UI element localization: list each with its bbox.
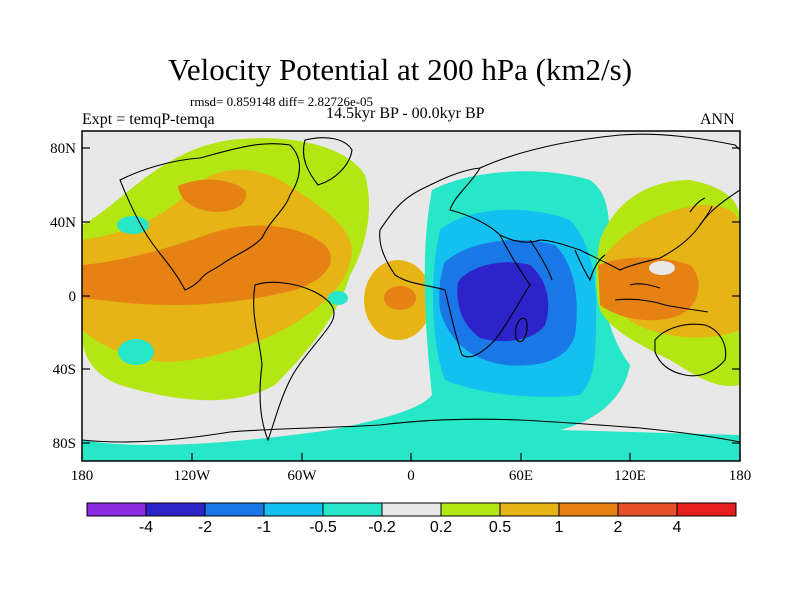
y-tick-label: 80N bbox=[50, 141, 76, 157]
x-tick-label: 120E bbox=[614, 468, 646, 484]
arabia-india-coast bbox=[529, 239, 606, 282]
colorbar-label: 1 bbox=[555, 519, 564, 536]
map-panel bbox=[82, 131, 740, 461]
colorbar-swatch bbox=[499, 502, 560, 517]
guinea-cell-inner bbox=[384, 286, 416, 310]
colorbar-label: -0.2 bbox=[368, 519, 396, 536]
chart-title: Velocity Potential at 200 hPa (km2/s) bbox=[167, 52, 633, 87]
x-tick-label: 180 bbox=[729, 468, 752, 484]
colorbar-label: 4 bbox=[673, 519, 682, 536]
y-tick-label: 40N bbox=[50, 215, 76, 231]
x-tick-label: 60W bbox=[287, 468, 317, 484]
experiment-label: Expt = temqP-temqa bbox=[82, 111, 215, 128]
positive-contour-1-east bbox=[598, 257, 699, 321]
season-label: ANN bbox=[700, 111, 735, 128]
positive-contour-1 bbox=[82, 225, 331, 305]
colorbar-swatch bbox=[617, 502, 678, 517]
colorbar-swatch bbox=[204, 502, 265, 517]
colorbar-label: 0.2 bbox=[430, 519, 452, 536]
n-pacific-cell bbox=[117, 216, 149, 234]
neutral-hole-east bbox=[649, 261, 675, 275]
south-america-coast bbox=[253, 281, 335, 442]
y-tick-label: 0 bbox=[69, 289, 77, 305]
x-tick-label: 60E bbox=[509, 468, 533, 484]
s-atlantic-cell bbox=[328, 291, 348, 305]
positive-contour-1b bbox=[178, 179, 247, 212]
y-tick-labels: 80N 40N 0 40S 80S bbox=[50, 141, 76, 452]
japan-coast bbox=[689, 197, 713, 226]
stats-label: rmsd= 0.859148 diff= 2.82726e-05 bbox=[190, 94, 374, 109]
x-tick-label: 180 bbox=[71, 468, 94, 484]
colorbar-swatch bbox=[558, 502, 619, 517]
colorbar-swatch bbox=[381, 502, 442, 517]
x-tick-label: 0 bbox=[407, 468, 415, 484]
colorbar-label: -2 bbox=[198, 519, 212, 536]
colorbar-label: -1 bbox=[257, 519, 271, 536]
colorbar bbox=[86, 502, 737, 517]
coastlines bbox=[82, 133, 740, 443]
colorbar-label: -0.5 bbox=[309, 519, 337, 536]
colorbar-labels: -4 -2 -1 -0.5 -0.2 0.2 0.5 1 2 4 bbox=[139, 519, 682, 536]
axis-ticks bbox=[81, 147, 741, 461]
colorbar-swatch bbox=[86, 502, 147, 517]
colorbar-swatch bbox=[440, 502, 501, 517]
antarctica-coast bbox=[82, 418, 740, 443]
colorbar-swatch bbox=[263, 502, 324, 517]
y-tick-label: 40S bbox=[53, 362, 76, 378]
negative-contour-2 bbox=[457, 262, 549, 342]
north-america-coast bbox=[119, 143, 300, 291]
x-tick-labels: 180 120W 60W 0 60E 120E 180 bbox=[71, 468, 752, 484]
colorbar-label: 2 bbox=[614, 519, 623, 536]
colorbar-swatch bbox=[145, 502, 206, 517]
x-tick-label: 120W bbox=[174, 468, 212, 484]
europe-africa-coast bbox=[379, 167, 531, 358]
colorbar-label: 0.5 bbox=[489, 519, 511, 536]
colorbar-swatch bbox=[676, 502, 737, 517]
australia-coast bbox=[654, 323, 727, 377]
s-pacific-cell bbox=[118, 339, 154, 365]
greenland-coast bbox=[302, 137, 353, 186]
colorbar-swatch bbox=[322, 502, 383, 517]
colorbar-label: -4 bbox=[139, 519, 153, 536]
y-tick-label: 80S bbox=[53, 436, 76, 452]
madagascar-coast bbox=[515, 317, 528, 343]
indonesia-coast bbox=[614, 283, 709, 313]
period-label: 14.5kyr BP - 00.0kyr BP bbox=[326, 105, 485, 122]
